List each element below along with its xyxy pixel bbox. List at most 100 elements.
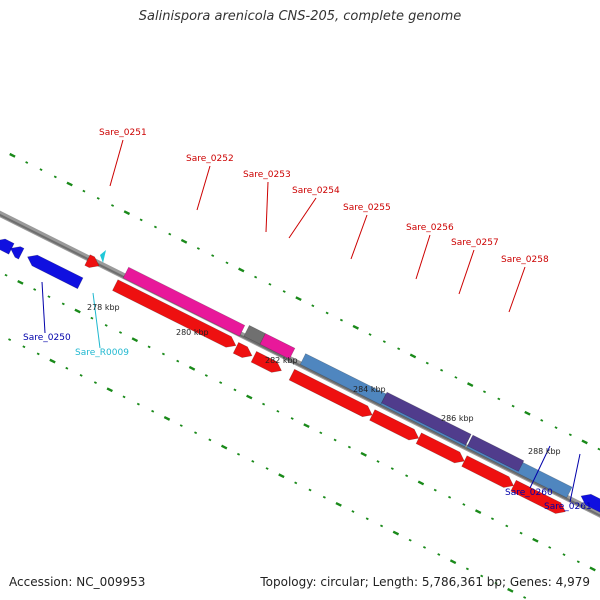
label-leader bbox=[41, 281, 46, 334]
gene-arrow bbox=[415, 432, 465, 464]
guide-dot bbox=[251, 460, 255, 463]
guide-dot bbox=[122, 395, 126, 399]
guide-dot bbox=[311, 304, 315, 308]
gene-arrow bbox=[369, 409, 420, 441]
guide-dot bbox=[480, 574, 484, 578]
guide-dot bbox=[576, 560, 580, 564]
guide-dot bbox=[176, 359, 180, 363]
guide-dot bbox=[376, 460, 380, 463]
rna-marker bbox=[100, 250, 106, 263]
gene-arrow bbox=[112, 279, 237, 348]
guide-dot bbox=[347, 445, 351, 449]
gene-label: Sare_0252 bbox=[186, 154, 234, 164]
guide-dot bbox=[494, 581, 498, 585]
gene-features bbox=[0, 238, 600, 514]
guide-dot bbox=[290, 417, 294, 420]
guide-dot bbox=[339, 318, 343, 322]
guide-dot bbox=[168, 232, 172, 236]
label-leader bbox=[350, 214, 368, 260]
guide-dot bbox=[4, 273, 8, 277]
guide-dot bbox=[276, 409, 280, 413]
guide-dot bbox=[422, 545, 427, 549]
guide-dot bbox=[589, 566, 596, 572]
backbone-inner bbox=[0, 213, 600, 517]
guide-dot bbox=[47, 295, 51, 299]
gene-arrow bbox=[288, 368, 373, 418]
guide-dot bbox=[238, 267, 245, 273]
guide-dot bbox=[474, 509, 482, 515]
guide-dot bbox=[196, 247, 200, 250]
guide-dot bbox=[49, 358, 56, 364]
guide-dot bbox=[532, 537, 539, 543]
guide-dot bbox=[161, 352, 165, 356]
guide-dot bbox=[390, 467, 394, 470]
guide-dot bbox=[93, 381, 97, 384]
gene-arrow bbox=[580, 493, 600, 513]
guide-dot bbox=[308, 488, 312, 492]
scale-labels: 278 kbp 280 kbp 282 kbp 284 kbp 286 kbp 288 k… bbox=[87, 303, 561, 456]
guide-dot bbox=[454, 376, 458, 379]
guide-dot bbox=[22, 345, 26, 349]
guide-dot bbox=[405, 474, 409, 478]
label-leader bbox=[92, 292, 101, 349]
scale-label: 280 kbp bbox=[176, 328, 209, 337]
guide-dot bbox=[79, 374, 83, 377]
guide-dot bbox=[433, 488, 437, 492]
guide-dot bbox=[66, 181, 73, 187]
guide-dot bbox=[194, 431, 198, 435]
guide-dot bbox=[153, 225, 157, 229]
guide-dot bbox=[219, 381, 223, 385]
gene-labels: Sare_0251Sare_0252Sare_0253Sare_0254Sare… bbox=[23, 128, 592, 512]
guide-dot bbox=[294, 481, 298, 485]
scale-label: 282 kbp bbox=[265, 356, 298, 365]
guide-dot bbox=[507, 587, 514, 593]
guide-dot bbox=[465, 567, 469, 571]
gene-arrow bbox=[510, 479, 566, 514]
scale-label: 286 kbp bbox=[441, 414, 474, 423]
guide-dot bbox=[25, 161, 29, 164]
guide-dot bbox=[437, 553, 441, 556]
guide-dot bbox=[123, 210, 131, 216]
gene-label: Sare_0254 bbox=[292, 186, 340, 196]
guide-dot bbox=[131, 337, 139, 343]
guide-dot bbox=[96, 196, 100, 200]
guide-dot bbox=[482, 390, 487, 394]
label-leader bbox=[458, 249, 475, 295]
guide-dot bbox=[74, 308, 81, 314]
guide-dot bbox=[409, 353, 417, 359]
guide-dot bbox=[90, 316, 94, 320]
guide-dot bbox=[581, 439, 588, 445]
guide-dot bbox=[220, 444, 228, 450]
gene-arrow bbox=[122, 266, 246, 337]
guide-dot bbox=[351, 510, 355, 513]
gene-label: Sare_0257 bbox=[451, 238, 499, 248]
gene-label: Sare_0253 bbox=[243, 170, 291, 180]
guide-dot bbox=[440, 368, 444, 372]
guide-dot bbox=[524, 410, 531, 416]
gene-label: Sare_R0009 bbox=[75, 348, 129, 358]
guide-dot bbox=[246, 394, 253, 400]
guide-dot bbox=[208, 438, 212, 442]
guide-dot bbox=[322, 495, 326, 499]
guide-dot bbox=[562, 553, 566, 556]
guide-dot bbox=[382, 340, 386, 343]
scale-label: 278 kbp bbox=[87, 303, 120, 312]
gene-arrow bbox=[467, 434, 525, 472]
guide-dot bbox=[466, 382, 474, 388]
label-leader bbox=[265, 181, 269, 233]
guide-dot bbox=[523, 596, 527, 599]
guide-dot bbox=[104, 323, 108, 327]
guide-dot bbox=[417, 480, 425, 486]
guide-dot bbox=[295, 296, 302, 302]
label-leader bbox=[569, 453, 581, 503]
guide-dot bbox=[233, 388, 237, 392]
guide-dot bbox=[147, 345, 151, 349]
gene-arrow bbox=[27, 254, 84, 290]
guide-dot bbox=[204, 374, 208, 377]
guide-dot bbox=[111, 204, 115, 207]
map-title: Salinispora arenicola CNS-205, complete … bbox=[138, 9, 462, 24]
topology-text: Topology: circular; Length: 5,786,361 bp… bbox=[260, 575, 590, 589]
guide-dot bbox=[333, 438, 337, 442]
guide-dot bbox=[519, 531, 523, 535]
guide-dot bbox=[448, 495, 452, 499]
